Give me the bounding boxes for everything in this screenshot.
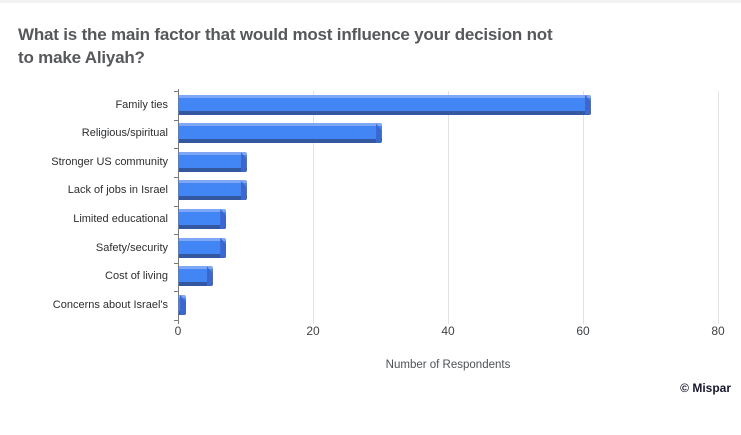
chart-title-line-2: to make Aliyah?: [18, 48, 145, 67]
category-label: Concerns about Israel's: [52, 298, 168, 311]
x-tick-label: 80: [711, 324, 725, 338]
bar-end-cap: [375, 123, 382, 144]
x-tick-label: 60: [576, 324, 590, 338]
category-label: Safety/security: [95, 241, 168, 254]
y-axis-line: [178, 89, 179, 324]
category-axis-tick: [174, 176, 178, 178]
bar-end-cap: [180, 294, 186, 315]
bar-end-cap: [240, 180, 247, 201]
gridline: [583, 91, 584, 324]
chart-title: What is the main factor that would most …: [18, 23, 718, 69]
category-label: Family ties: [115, 98, 168, 111]
gridline: [313, 91, 314, 324]
attribution: © Mispar: [680, 381, 731, 395]
category-axis-tick: [174, 119, 178, 121]
category-axis-tick: [174, 262, 178, 264]
category-label: Limited educational: [73, 213, 168, 225]
bar-6: [179, 237, 227, 258]
category-label: Lack of jobs in Israel: [67, 184, 168, 197]
category-label: Stronger US community: [51, 155, 168, 168]
chart-title-line-1: What is the main factor that would most …: [18, 25, 553, 44]
bar-4: [179, 180, 247, 201]
category-axis-tick: [174, 291, 178, 293]
bar-1: [179, 94, 591, 115]
bar-2: [179, 123, 382, 144]
bar-8: [179, 294, 186, 315]
bar-end-cap: [206, 266, 213, 287]
gridline: [448, 91, 449, 324]
bar-3: [179, 151, 247, 172]
category-label: Religious/spiritual: [81, 127, 168, 140]
bar-end-cap: [240, 151, 247, 172]
x-tick-label: 20: [306, 324, 320, 338]
category-axis-tick: [174, 320, 178, 321]
category-axis-tick: [174, 91, 178, 92]
category-label: Cost of living: [105, 270, 168, 283]
x-tick-label: 0: [174, 324, 182, 338]
category-axis-tick: [174, 234, 178, 236]
bar-end-cap: [220, 237, 227, 258]
bar-chart: 0 20 40 60 80 Family ties Religious/spiritual S…: [0, 3, 741, 435]
gridline: [718, 91, 719, 324]
x-axis-title: Number of Respondents: [385, 359, 511, 371]
bar-7: [179, 266, 213, 287]
bar-5: [179, 209, 227, 229]
bar-end-cap: [584, 94, 591, 115]
x-tick-label: 40: [441, 324, 455, 338]
category-axis-tick: [174, 205, 178, 207]
bar-end-cap: [220, 209, 227, 229]
category-axis-tick: [174, 148, 178, 150]
